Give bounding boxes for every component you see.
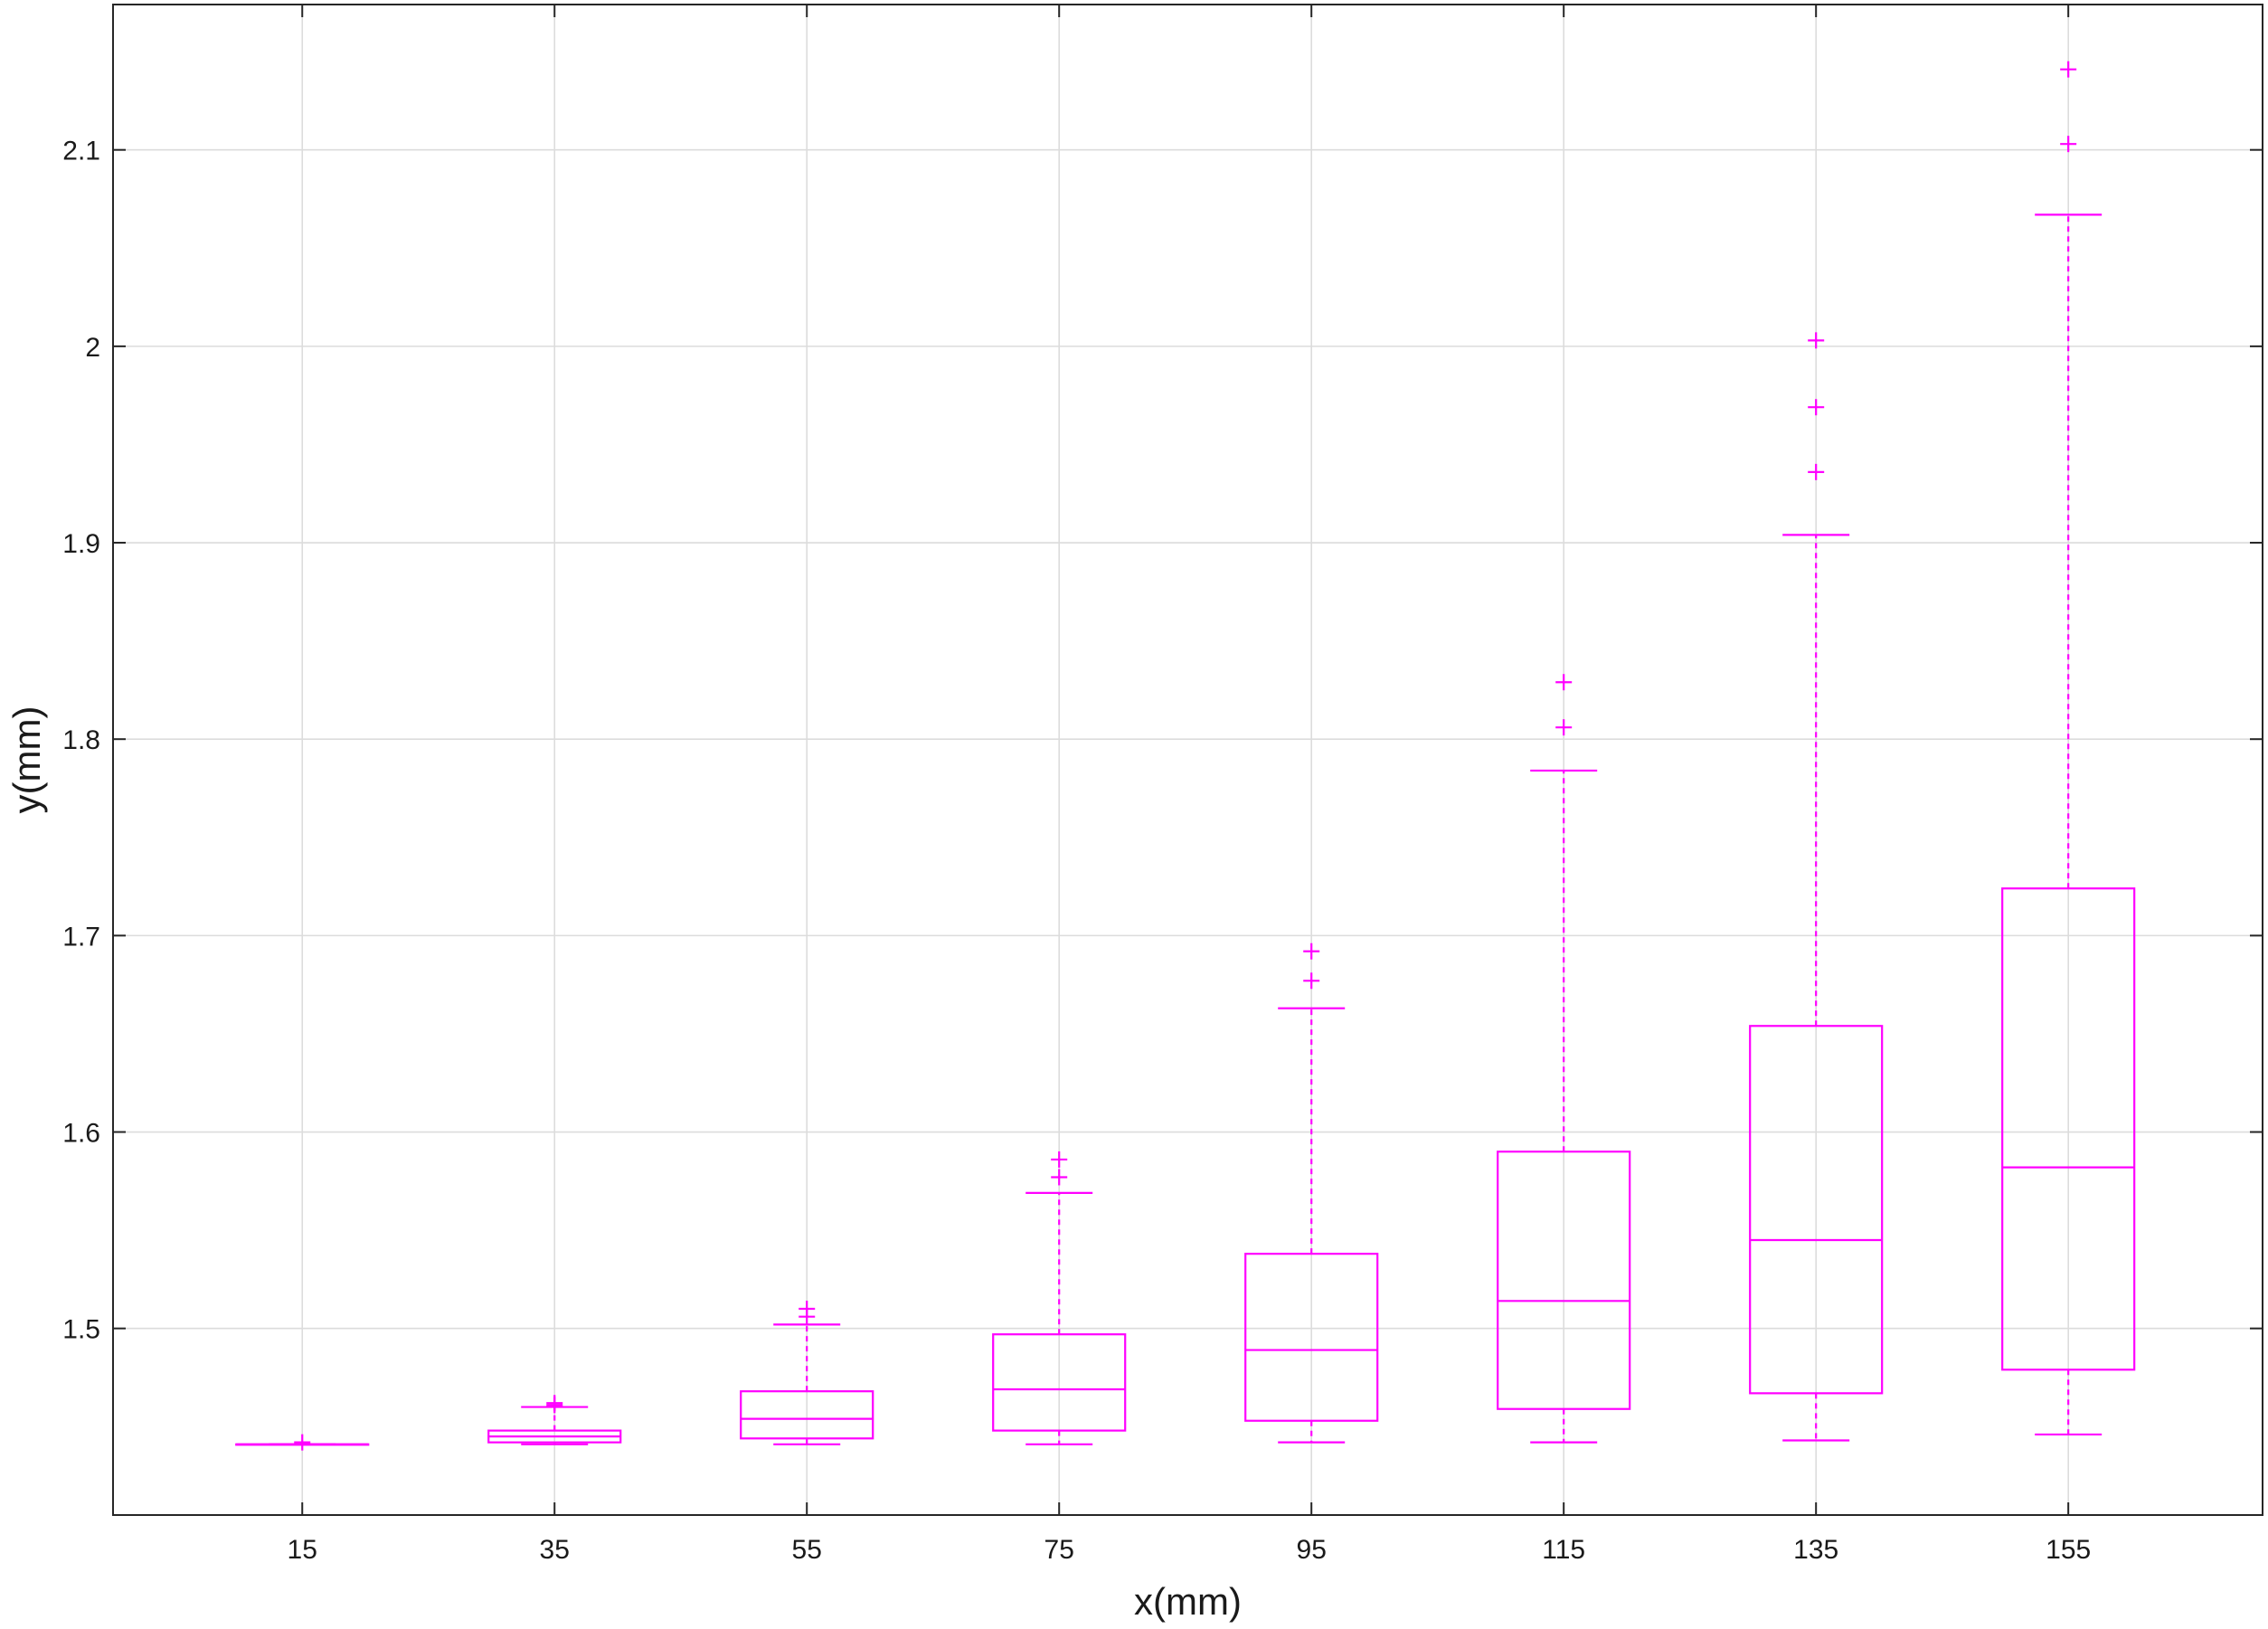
outlier-marker [1808, 399, 1825, 416]
iqr-box [1244, 1253, 1379, 1422]
outlier-marker [1051, 1169, 1068, 1186]
outlier-marker [2060, 61, 2077, 78]
outlier-marker [1051, 1151, 1068, 1168]
y-axis-label: y(mm) [5, 706, 48, 814]
boxes [235, 61, 2136, 1451]
y-tick-label: 1.9 [62, 529, 100, 559]
outlier-marker [1555, 719, 1573, 736]
box-plot-95 [1244, 942, 1379, 1444]
box-plot-155 [2001, 61, 2136, 1436]
grid [113, 5, 2263, 1515]
iqr-box [992, 1333, 1127, 1432]
plot-area-frame [112, 4, 2263, 1516]
x-tick-label: 135 [1793, 1535, 1838, 1565]
ticks: 15 35 55 75 95 115 135 155 1.5 1.6 1.7 1.8 1.9 2 2.1 [62, 5, 2263, 1565]
y-tick-label: 1.6 [62, 1119, 100, 1149]
x-tick-label: 35 [540, 1535, 570, 1565]
outlier-marker [546, 1395, 563, 1412]
x-tick-label: 115 [1542, 1535, 1585, 1565]
iqr-box [1497, 1151, 1631, 1410]
iqr-box [2001, 887, 2136, 1371]
iqr-box [740, 1390, 874, 1440]
box-plot-115 [1497, 674, 1631, 1444]
y-tick-label: 1.8 [62, 725, 100, 755]
outlier-marker [2060, 136, 2077, 153]
x-tick-label: 75 [1044, 1535, 1074, 1565]
box-plot-135 [1749, 332, 1884, 1442]
y-tick-label: 2.1 [62, 137, 100, 166]
x-tick-label: 155 [2046, 1535, 2091, 1565]
box-plot-55 [740, 1300, 874, 1445]
outlier-marker [1555, 674, 1573, 691]
y-tick-label: 1.7 [62, 922, 100, 952]
x-tick-label: 95 [1297, 1535, 1327, 1565]
y-tick-label: 2 [85, 333, 100, 363]
x-tick-label: 15 [288, 1535, 317, 1565]
x-axis-label: x(mm) [1134, 1580, 1242, 1623]
outlier-marker [294, 1434, 311, 1451]
outlier-marker [1808, 463, 1825, 480]
box-plot-35 [487, 1395, 622, 1445]
x-tick-label: 55 [792, 1535, 822, 1565]
outlier-marker [799, 1300, 816, 1317]
outlier-marker [1303, 972, 1320, 990]
outlier-marker [1808, 332, 1825, 349]
y-tick-label: 1.5 [62, 1315, 100, 1345]
outlier-marker [1303, 942, 1320, 960]
box-plot-15 [235, 1434, 370, 1451]
box-plot-75 [992, 1151, 1127, 1445]
iqr-box [1749, 1025, 1884, 1395]
